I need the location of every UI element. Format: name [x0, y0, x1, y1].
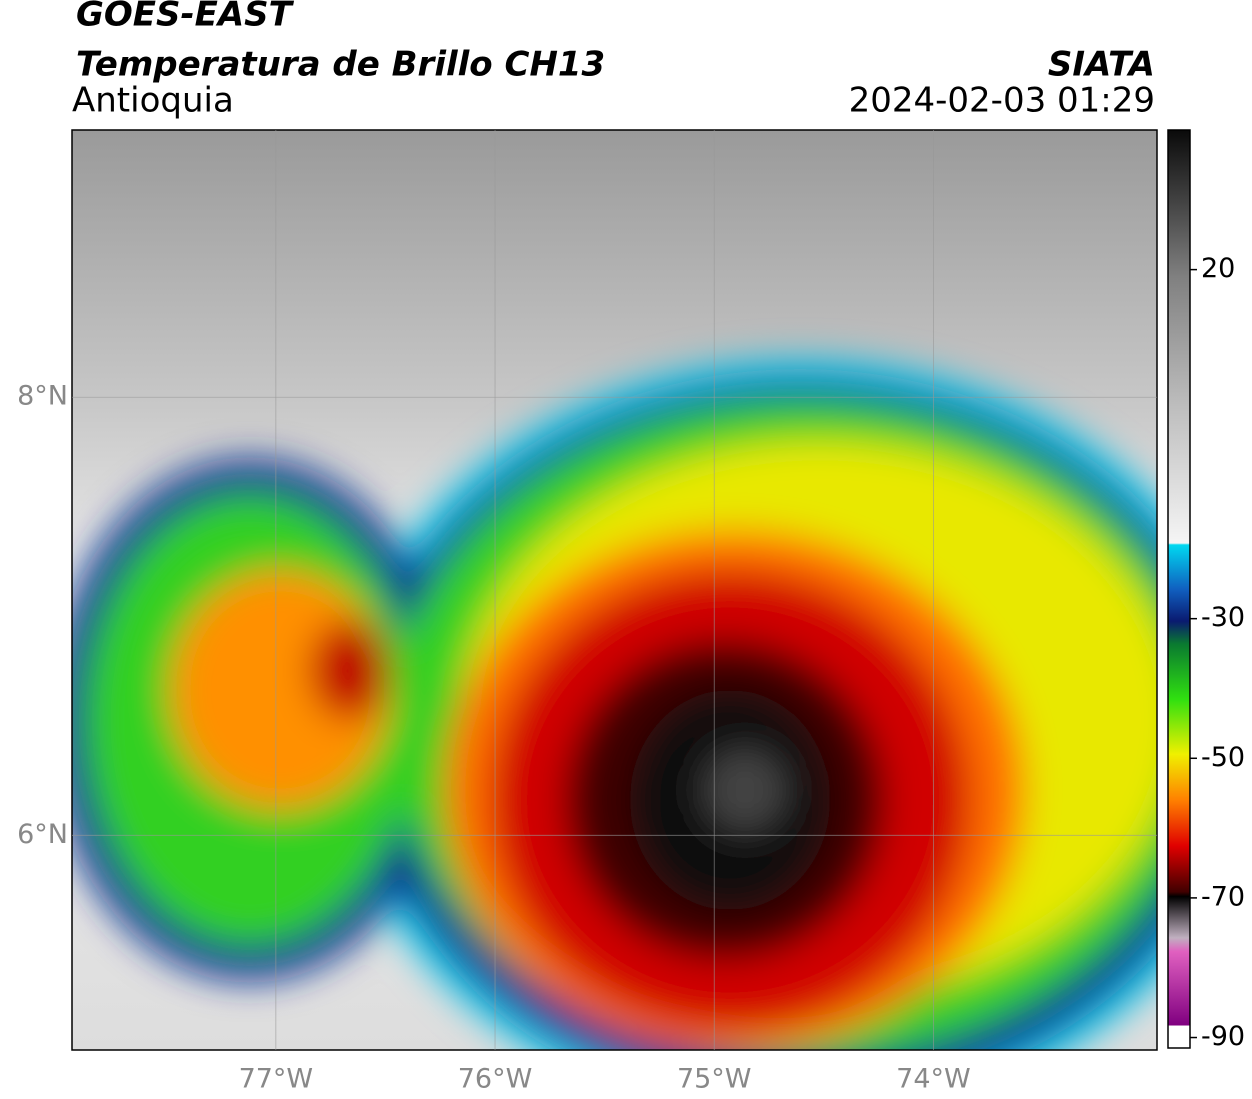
colorbar-label: 20	[1201, 253, 1235, 284]
region: Antioquia	[72, 81, 234, 121]
x-tick-label: 77°W	[239, 1064, 314, 1095]
timestamp: 2024-02-03 01:29	[849, 81, 1155, 121]
x-tick-label: 75°W	[677, 1064, 752, 1095]
y-tick-label: 6°N	[17, 819, 68, 850]
source: SIATA	[1048, 45, 1155, 85]
title: GOES-EAST	[76, 0, 295, 35]
x-tick-label: 76°W	[458, 1064, 533, 1095]
subtitle: Temperatura de Brillo CH13	[76, 45, 605, 85]
colorbar-label: -50	[1201, 742, 1245, 773]
x-tick-label: 74°W	[896, 1064, 971, 1095]
satellite-image	[72, 130, 1157, 1050]
map-frame	[71, 129, 1158, 1051]
y-tick-label: 8°N	[17, 381, 68, 412]
colorbar	[1167, 129, 1191, 1049]
colorbar-label: -90	[1201, 1021, 1245, 1052]
colorbar-label: -30	[1201, 602, 1245, 633]
colorbar-label: -70	[1201, 881, 1245, 912]
